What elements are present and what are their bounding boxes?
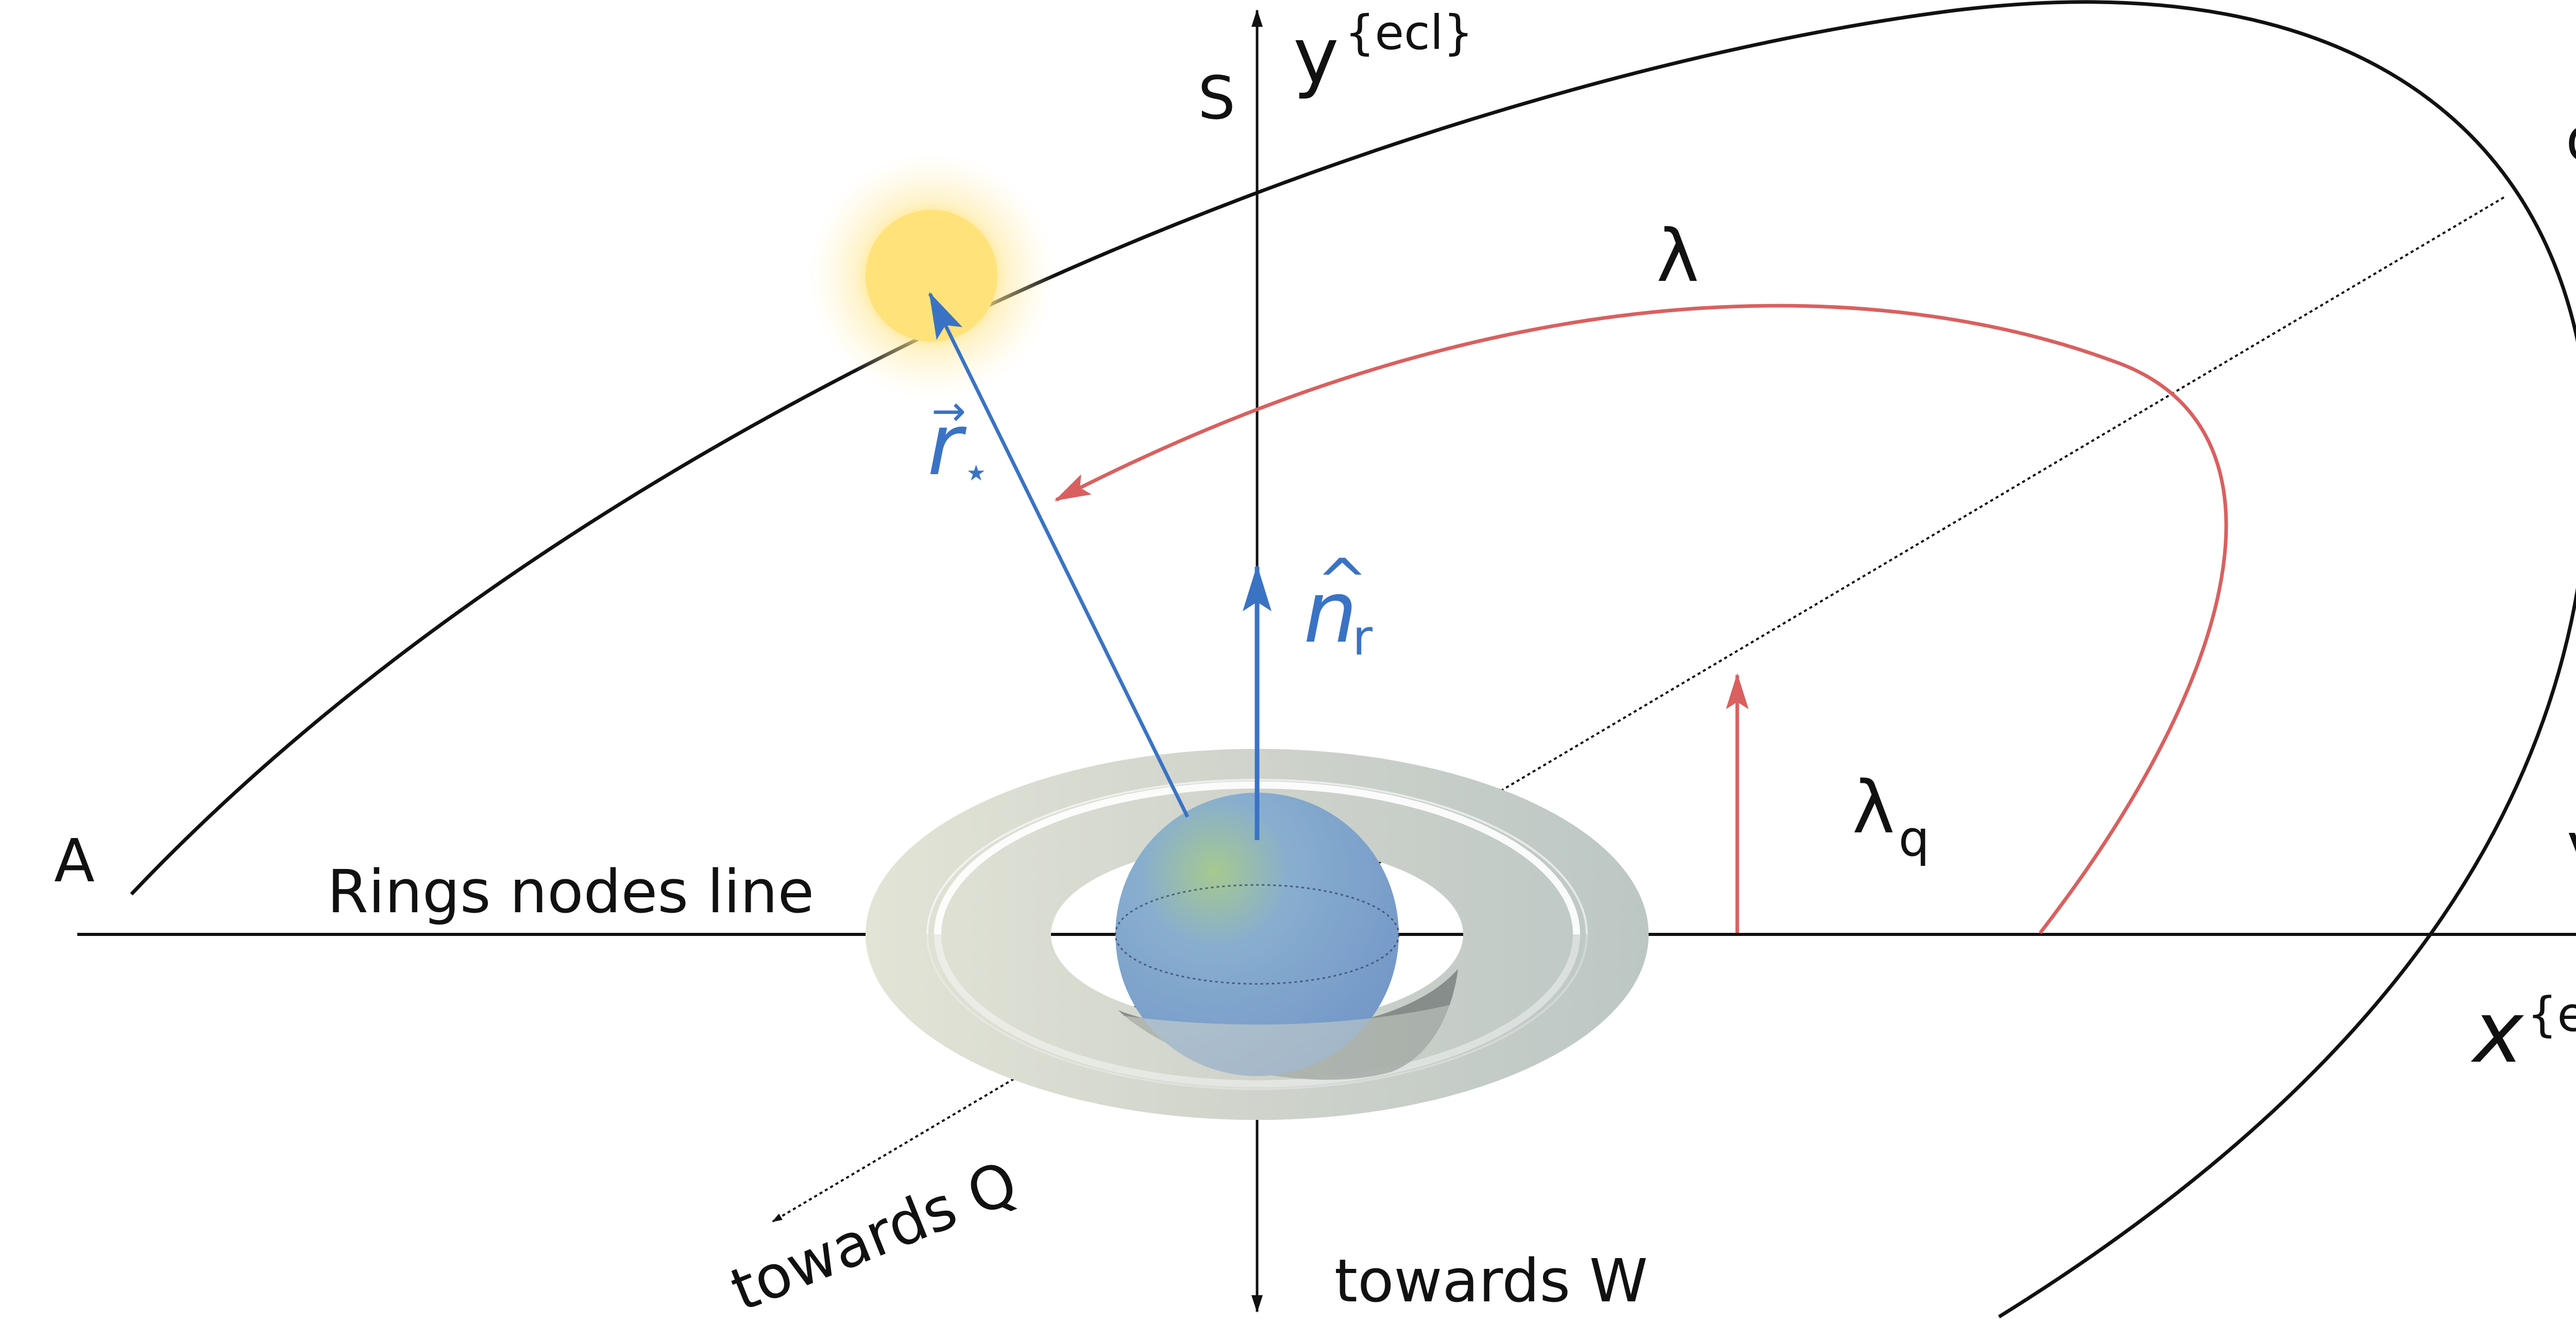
svg-text:r: r [1352,610,1373,666]
r-star-vector [928,292,1190,818]
svg-text:{ecl}: {ecl} [2527,987,2576,1042]
label-r-star: r → ⋆ [927,387,990,498]
orbit-curve [130,0,2576,1318]
svg-text:{ecl}: {ecl} [1345,5,1473,60]
sun-icon [808,152,1055,399]
svg-text:→: → [931,387,966,435]
label-y-axis: y {ecl} [1293,5,1473,101]
rings-front [866,934,1649,1120]
svg-text:n: n [1303,563,1358,662]
label-q: q [2566,105,2576,174]
label-rings-nodes-line: Rings nodes line [327,858,814,927]
svg-text:⋆: ⋆ [962,447,990,498]
lambda-arc [1054,304,2228,934]
svg-text:y: y [1293,11,1339,101]
svg-text:x: x [2470,983,2524,1082]
label-n-r: n ^ r [1303,546,1373,666]
label-lambda-q: λ q [1852,766,1929,867]
svg-text:r: r [927,395,967,494]
label-v: V [2568,822,2576,891]
label-towards-q: towards Q [721,1148,1027,1323]
label-x-axis: x {ecl} [2470,983,2576,1082]
svg-text:^: ^ [1316,546,1368,618]
svg-text:λ: λ [1852,766,1895,850]
label-lambda: λ [1656,214,1699,298]
label-a: A [54,827,95,896]
planet-icon [1114,793,1400,1076]
label-s: S [1198,64,1235,133]
label-towards-w: towards W [1334,1247,1648,1316]
svg-text:q: q [1899,811,1929,867]
